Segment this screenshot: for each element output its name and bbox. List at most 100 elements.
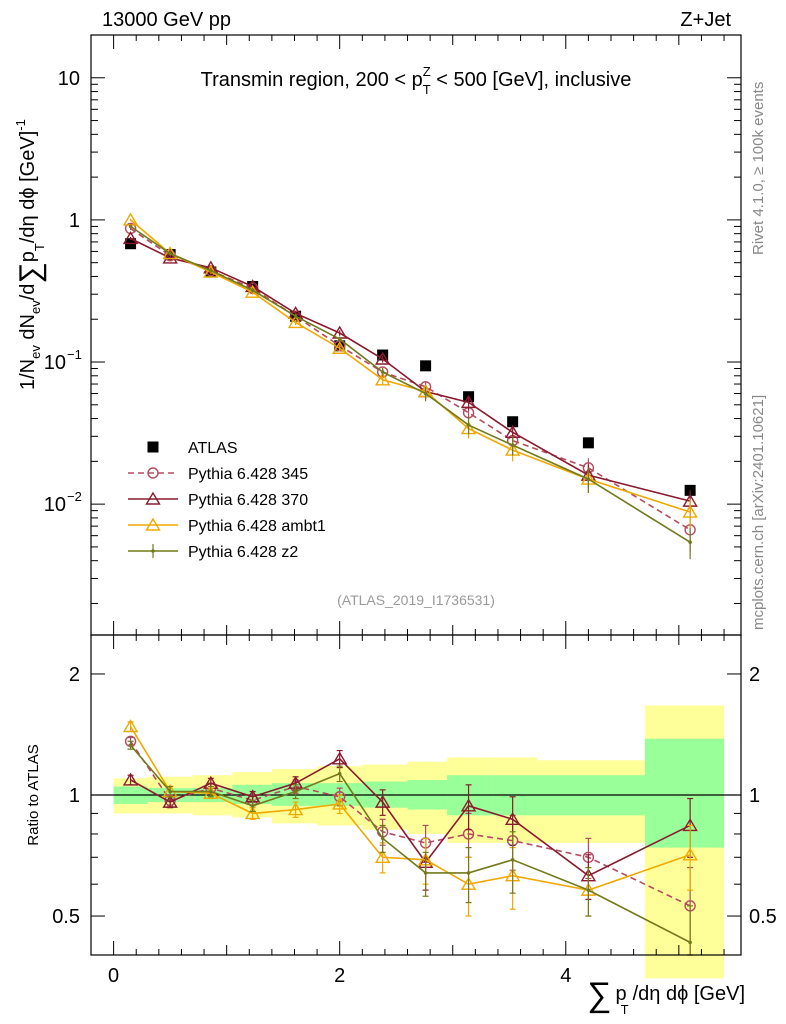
main-point-pythia-6-428-z2 bbox=[293, 314, 298, 319]
main-line-pythia-6-428-z2 bbox=[130, 225, 691, 543]
xlabel-sub: T bbox=[621, 1002, 629, 1017]
legend-label: ATLAS bbox=[188, 440, 238, 457]
legend-label: Pythia 6.428 370 bbox=[188, 492, 308, 509]
ratio-line-pythia-6-428-345 bbox=[129, 740, 691, 907]
ratio-point-pythia-6-428-z2 bbox=[128, 743, 133, 748]
ratio-line-pythia-6-428-z2 bbox=[129, 744, 691, 944]
main-point-pythia-6-428-370 bbox=[374, 351, 391, 365]
main-point-pythia-6-428-z2 bbox=[466, 423, 471, 427]
svg-text:1/Nev dNev/d∑pT/dη dϕ [GeV]-1: 1/Nev dNev/d∑pT/dη dϕ [GeV]-1 bbox=[13, 119, 47, 390]
ratio-point-pythia-6-428-z2 bbox=[510, 857, 515, 862]
ylabel-e: /dη dϕ [GeV] bbox=[17, 131, 39, 243]
ratio-point-pythia-6-428-370 bbox=[331, 751, 348, 765]
plot-title: Transmin region, 200 < pZ T < 500 [GeV], … bbox=[201, 64, 632, 97]
main-point-pythia-6-428-z2 bbox=[168, 251, 172, 256]
main-point-pythia-6-428-370 bbox=[162, 250, 178, 264]
x-tick-label: 2 bbox=[334, 965, 345, 987]
main-y-tick-label-base: 10 bbox=[44, 494, 66, 516]
main-y-tick-label-exp: −2 bbox=[67, 489, 82, 504]
rivet-label: Rivet 4.1.0, ≥ 100k events bbox=[750, 82, 767, 255]
title-pre: Transmin region, 200 < p bbox=[201, 69, 423, 91]
title-sup: Z bbox=[423, 64, 431, 79]
legend-marker bbox=[151, 549, 155, 553]
main-line-pythia-6-428-ambt1 bbox=[130, 219, 691, 513]
x-tick-label: 0 bbox=[108, 965, 119, 987]
ratio-point-pythia-6-428-z2 bbox=[586, 888, 591, 892]
main-point-pythia-6-428-ambt1 bbox=[682, 504, 698, 518]
main-line-pythia-6-428-370 bbox=[130, 237, 691, 502]
ratio-point-pythia-6-428-ambt1 bbox=[122, 719, 139, 733]
legend-label: Pythia 6.428 z2 bbox=[188, 544, 298, 561]
x-ticks: 0 2 4 bbox=[108, 635, 725, 987]
main-y-axis-label: 1/Nev dNev/d∑pT/dη dϕ [GeV]-1 bbox=[13, 119, 47, 390]
ratio-point-pythia-6-428-ambt1 bbox=[331, 796, 348, 810]
main-point-pythia-6-428-z2 bbox=[337, 337, 342, 341]
analysis-tag: (ATLAS_2019_I1736531) bbox=[337, 592, 495, 608]
ratio-point-pythia-6-428-370 bbox=[374, 794, 391, 808]
x-axis-label: ∑ p T/dη dϕ [GeV] bbox=[587, 976, 745, 1017]
ratio-point-pythia-6-428-z2 bbox=[293, 789, 298, 794]
ratio-panel: 2 2 1 1 0.5 0.5 0 2 4 Ratio to ATLAS bbox=[25, 634, 777, 987]
legend-marker bbox=[145, 491, 161, 505]
ratio-point-pythia-6-428-z2 bbox=[688, 940, 692, 945]
main-point-pythia-6-428-ambt1 bbox=[287, 315, 304, 329]
ratio-point-pythia-6-428-z2 bbox=[250, 804, 255, 808]
ratio-y-tick-label-left: 2 bbox=[69, 664, 80, 686]
main-point-atlas bbox=[507, 416, 519, 428]
main-point-pythia-6-428-z2 bbox=[688, 540, 692, 544]
main-point-pythia-6-428-370 bbox=[460, 395, 477, 409]
main-y-tick-label: 1 bbox=[69, 210, 80, 232]
ratio-point-pythia-6-428-ambt1 bbox=[374, 849, 391, 863]
legend-label: Pythia 6.428 345 bbox=[188, 466, 308, 483]
xlabel-rest: /dη dϕ [GeV] bbox=[633, 983, 745, 1005]
ylabel-b: dN bbox=[17, 314, 39, 345]
ratio-point-pythia-6-428-z2 bbox=[423, 871, 428, 875]
main-y-tick-label-exp: −1 bbox=[67, 347, 82, 362]
ylabel-b-sub: ev bbox=[28, 300, 43, 314]
ratio-point-pythia-6-428-z2 bbox=[209, 789, 213, 794]
legend-marker bbox=[145, 517, 161, 531]
main-y-tick-label: 10 bbox=[44, 494, 66, 516]
main-point-pythia-6-428-ambt1 bbox=[162, 246, 178, 260]
main-point-pythia-6-428-z2 bbox=[250, 288, 255, 293]
title-post: < 500 [GeV], inclusive bbox=[431, 69, 632, 91]
ylabel-sum: ∑ bbox=[14, 262, 47, 283]
main-point-pythia-6-428-ambt1 bbox=[331, 340, 348, 354]
main-point-pythia-6-428-ambt1 bbox=[374, 372, 391, 386]
ratio-point-pythia-6-428-370 bbox=[162, 794, 178, 808]
legend-marker bbox=[147, 441, 159, 453]
ratio-y-tick-label-right: 0.5 bbox=[749, 906, 777, 928]
main-y-tick-label-base: 10 bbox=[58, 68, 80, 90]
ylabel-a: 1/N bbox=[17, 359, 39, 390]
ratio-y-tick-label-right: 2 bbox=[749, 664, 760, 686]
legend-label: Pythia 6.428 ambt1 bbox=[188, 518, 326, 535]
ratio-point-pythia-6-428-370 bbox=[504, 811, 521, 826]
ratio-stat-band bbox=[644, 738, 725, 848]
title-sub: T bbox=[423, 82, 431, 97]
ratio-bands bbox=[91, 705, 741, 979]
ratio-point-pythia-6-428-ambt1 bbox=[682, 847, 698, 861]
main-y-tick-label-base: 10 bbox=[44, 352, 66, 374]
main-point-pythia-6-428-z2 bbox=[423, 391, 428, 396]
main-point-pythia-6-428-z2 bbox=[586, 477, 591, 481]
ratio-y-axis-label: Ratio to ATLAS bbox=[25, 744, 42, 845]
ratio-point-pythia-6-428-ambt1 bbox=[244, 806, 261, 820]
main-y-tick-label: 10 bbox=[58, 68, 80, 90]
main-point-pythia-6-428-370 bbox=[122, 231, 139, 245]
x-tick-label: 4 bbox=[560, 965, 571, 987]
main-y-tick-label-base: 1 bbox=[69, 210, 80, 232]
ratio-point-pythia-6-428-z2 bbox=[337, 771, 342, 776]
main-point-atlas bbox=[420, 360, 432, 372]
main-point-atlas bbox=[582, 437, 594, 449]
main-point-atlas bbox=[377, 349, 389, 361]
main-marks bbox=[122, 212, 698, 560]
ratio-line-pythia-6-428-370 bbox=[130, 757, 691, 877]
ylabel-c: /d bbox=[17, 284, 39, 301]
ratio-y-ticks: 2 2 1 1 0.5 0.5 bbox=[52, 664, 777, 928]
ylabel-d-sub: T bbox=[32, 243, 47, 251]
xlabel-p: p bbox=[616, 983, 627, 1005]
ratio-marks bbox=[122, 719, 698, 956]
ratio-point-pythia-6-428-ambt1 bbox=[287, 802, 304, 816]
